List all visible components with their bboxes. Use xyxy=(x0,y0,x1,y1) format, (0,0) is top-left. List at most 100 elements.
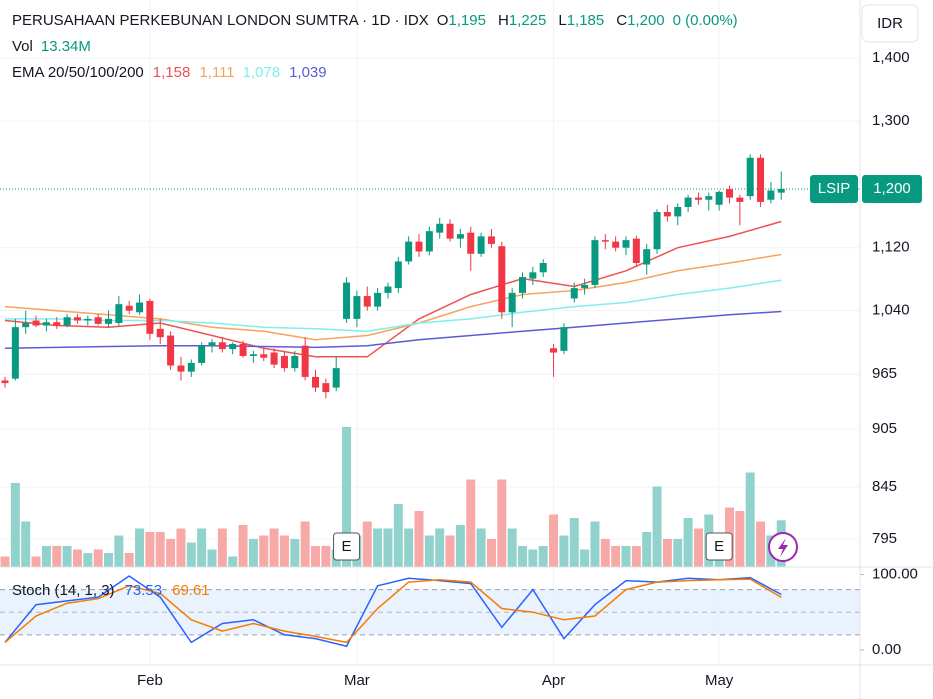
volume-bar xyxy=(311,546,320,567)
volume-bar xyxy=(611,546,621,567)
event-marker[interactable]: E xyxy=(705,532,733,561)
candle-body xyxy=(653,212,661,250)
stoch-band xyxy=(0,589,860,635)
volume-bar xyxy=(569,518,579,567)
candle-body xyxy=(374,292,382,307)
volume-bar xyxy=(228,556,238,567)
volume-bar xyxy=(662,539,672,567)
candle-body xyxy=(125,305,133,311)
candle-body xyxy=(508,292,516,313)
y-tick-label: 1,300 xyxy=(872,112,910,129)
volume-bar xyxy=(21,521,31,567)
volume-bar xyxy=(248,539,258,567)
symbol-label: LSIP xyxy=(818,180,851,197)
candle-body xyxy=(270,352,278,365)
volume-bar xyxy=(259,535,269,567)
volume-bar xyxy=(652,486,662,567)
currency-button[interactable] xyxy=(861,4,919,43)
volume-bar xyxy=(342,427,352,567)
y-tick-label: 1,120 xyxy=(872,239,910,256)
candle-body xyxy=(1,380,9,384)
candle-body xyxy=(22,323,30,328)
candle-body xyxy=(529,272,537,279)
candle-body xyxy=(498,246,506,313)
candle-body xyxy=(260,354,268,358)
y-tick-label: 795 xyxy=(872,530,897,547)
candle-body xyxy=(736,197,744,202)
ohlc-key: L xyxy=(558,12,566,29)
volume-bar xyxy=(135,528,145,567)
y-tick-label: 845 xyxy=(872,478,897,495)
volume-bar xyxy=(290,539,300,567)
event-marker[interactable]: E xyxy=(333,532,361,561)
ohlc-value: 1,195 xyxy=(448,12,486,29)
ema-key: EMA 20/50/100/200 xyxy=(12,64,144,81)
volume-bar xyxy=(497,479,507,567)
y-tick-label: 905 xyxy=(872,420,897,437)
volume-bar xyxy=(207,549,217,567)
volume-bar xyxy=(145,532,155,567)
ema-line xyxy=(5,279,782,333)
y-tick-label: 1,400 xyxy=(872,49,910,66)
x-tick-label: Mar xyxy=(344,672,370,689)
volume-bar xyxy=(518,546,527,567)
candle-body xyxy=(456,234,464,239)
volume-bar xyxy=(83,553,93,567)
candle-body xyxy=(94,317,102,324)
candle-body xyxy=(405,241,413,262)
volume-key: Vol xyxy=(12,38,33,55)
candle-body xyxy=(63,317,71,326)
volume-bar xyxy=(528,549,538,567)
candle-body xyxy=(332,368,340,388)
candle-body xyxy=(777,189,785,193)
candle-body xyxy=(187,362,195,372)
event-label: E xyxy=(342,538,352,555)
volume-bar xyxy=(507,528,517,567)
volume-bar xyxy=(455,525,465,567)
volume-bar xyxy=(373,528,383,567)
candle-body xyxy=(322,383,330,393)
candle-body xyxy=(767,190,775,200)
candle-body xyxy=(198,345,206,363)
volume-bar xyxy=(486,539,496,567)
event-box xyxy=(333,532,361,561)
x-tick-label: Apr xyxy=(542,672,565,689)
candle-body xyxy=(146,300,154,334)
stoch-value: 73.53 xyxy=(125,582,163,599)
candle-body xyxy=(394,261,402,289)
ema-value: 1,111 xyxy=(199,64,234,81)
candle-body xyxy=(446,223,454,239)
volume-bar xyxy=(217,528,227,567)
candle-body xyxy=(167,335,175,366)
ema-line xyxy=(4,310,782,350)
candle-body xyxy=(105,318,112,324)
volume-bar xyxy=(559,535,569,567)
candle-body xyxy=(42,322,50,326)
candle-body xyxy=(643,249,651,265)
y-tick-label: 965 xyxy=(872,365,897,382)
volume-bar xyxy=(269,528,279,567)
candle-body xyxy=(32,320,40,326)
volume-bar xyxy=(466,479,476,567)
candle-body xyxy=(612,241,620,248)
volume-bar xyxy=(52,546,62,567)
ohlc-value: 1,185 xyxy=(567,12,605,29)
volume-bar xyxy=(393,504,403,567)
currency-label: IDR xyxy=(877,15,903,32)
candle-body xyxy=(757,157,765,202)
volume-bar xyxy=(155,532,165,567)
volume-bar xyxy=(549,514,559,567)
stoch-line xyxy=(4,575,782,648)
candle-body xyxy=(694,197,702,200)
volume-bar xyxy=(735,511,745,567)
volume-bar xyxy=(176,528,186,567)
candle-body xyxy=(425,231,433,252)
volume-bar xyxy=(197,528,207,567)
candle-body xyxy=(519,277,526,293)
candle-body xyxy=(384,286,392,293)
volume-bar xyxy=(114,535,124,567)
volume-bar xyxy=(445,535,455,567)
ema-value: 1,078 xyxy=(243,64,281,81)
volume-bar xyxy=(362,521,372,567)
candle-body xyxy=(291,355,299,369)
